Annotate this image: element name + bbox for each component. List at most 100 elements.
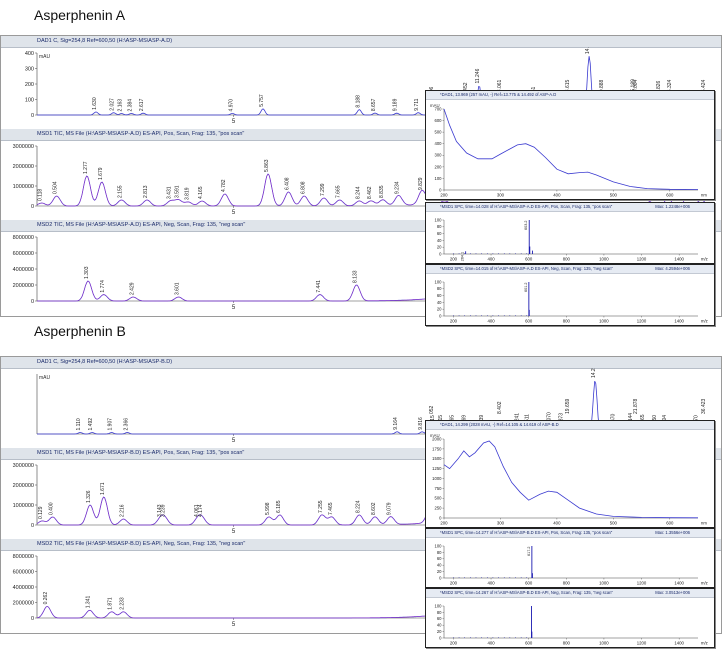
- y-tick-label: 80: [437, 224, 442, 229]
- y-unit-label: mAU: [39, 54, 51, 60]
- uv-spectrum-line: [443, 108, 699, 190]
- y-tick-label: 0: [31, 523, 34, 529]
- y-tick-label: 8000000: [13, 235, 34, 241]
- y-tick-label: 6000000: [13, 569, 34, 575]
- peak-label: 3.591: [174, 185, 180, 198]
- x-tick-label: 200: [450, 581, 458, 586]
- peak-label: 1.326: [86, 490, 92, 503]
- trace-b2-header: MSD2 TIC, MS File (H:\ASP-MS\ASP-B.D) ES…: [37, 541, 246, 547]
- x-tick-label: 400: [553, 193, 561, 198]
- y-tick-label: 250: [435, 506, 443, 511]
- x-tick-label: 1000: [599, 581, 609, 586]
- peak-label: 052: [429, 405, 435, 414]
- peak-label: 7.465: [328, 502, 334, 515]
- peak-label: 1.277: [83, 161, 89, 174]
- x-tick-label: 600: [666, 193, 674, 198]
- x-tick-label: 5: [232, 210, 236, 216]
- peak-label: 8.244: [355, 186, 361, 199]
- y-tick-label: 500: [435, 130, 443, 135]
- y-tick-label: 2000: [432, 436, 442, 441]
- x-tick-label: 500: [610, 193, 618, 198]
- peak-label: 23.004: [633, 79, 639, 95]
- peak-label: 13.070: [547, 412, 553, 428]
- ms-spectrum-a-neg-window: *MSD2 SPC, time=14.015 of H:\ASP-MS\ASP-…: [425, 264, 715, 326]
- peak-label: 0.504: [53, 181, 59, 194]
- y-tick-label: 0: [439, 313, 442, 318]
- peak-label: 2.027: [110, 98, 116, 111]
- y-tick-label: 0: [31, 299, 34, 305]
- x-tick-label: 200: [440, 521, 448, 526]
- peak-label: 3.431: [167, 186, 173, 199]
- y-tick-label: 0: [439, 635, 442, 640]
- peak-label: 14.099: [585, 47, 591, 54]
- trace-b0-header: DAD1 C, Sig=254,8 Ref=600,50 (H:\ASP-MS\…: [37, 359, 173, 365]
- x-tick-label: 200: [450, 641, 458, 646]
- y-tick-label: 500: [435, 496, 443, 501]
- y-tick-label: 400: [25, 51, 34, 57]
- y-unit-label: mAU: [430, 103, 440, 108]
- peak-label: 35.424: [701, 79, 707, 95]
- y-tick-label: 750: [435, 486, 443, 491]
- y-tick-label: 0: [439, 515, 442, 520]
- peak-label: 7.255: [318, 500, 324, 513]
- y-tick-label: 40: [437, 300, 442, 305]
- x-tick-label: 200: [450, 319, 458, 324]
- x-tick-label: 200: [450, 257, 458, 262]
- x-tick-label: 1400: [674, 581, 684, 586]
- ms-spectrum-b-pos-header: *MSD1 SPC, time=14.277 of H:\ASP-MS\ASP-…: [440, 530, 613, 535]
- x-tick-label: 5: [232, 119, 236, 125]
- y-tick-label: 80: [437, 286, 442, 291]
- peak-label: 20.888: [599, 79, 605, 95]
- peak-label: 2.384: [127, 99, 133, 112]
- peak-label: 1.671: [100, 482, 106, 495]
- y-tick-label: 40: [437, 238, 442, 243]
- y-tick-label: 6000000: [13, 251, 34, 257]
- peak-label: 8.602: [371, 502, 377, 515]
- y-tick-label: 40: [437, 563, 442, 568]
- peak-label: 5.757: [259, 94, 265, 107]
- peak-label: 2.155: [118, 185, 124, 198]
- x-tick-label: 1000: [599, 319, 609, 324]
- y-tick-label: 60: [437, 616, 442, 621]
- y-tick-label: 100: [25, 97, 34, 103]
- ms-spectrum-b-pos-window: *MSD1 SPC, time=14.277 of H:\ASP-MS\ASP-…: [425, 528, 715, 588]
- y-tick-label: 4000000: [13, 585, 34, 591]
- x-tick-label: 300: [497, 193, 505, 198]
- peak-label: 9.189: [393, 98, 399, 111]
- y-tick-label: 60: [437, 231, 442, 236]
- peak-label: 9.234: [395, 181, 401, 194]
- x-tick-label: 800: [563, 581, 571, 586]
- peak-label: 2.163: [118, 99, 124, 112]
- uv-spectrum-b-plot: mAU 0 250 500 750 1000 1250 1500 1750 2000 200 300 4…: [430, 433, 707, 526]
- x-unit-label: m/z: [701, 581, 708, 586]
- ms-spectrum-a-neg-header: *MSD2 SPC, time=14.015 of H:\ASP-MS\ASP-…: [440, 266, 613, 271]
- peak-label: 4.970: [228, 99, 234, 112]
- y-tick-label: 4000000: [13, 267, 34, 273]
- ms-spectrum-a-pos-window: *MSD1 SPC, time=14.028 of H:\ASP-MS\ASP-…: [425, 202, 715, 264]
- mass-peak-label: 617.2: [527, 546, 531, 556]
- uv-spectrum-a-window: *DAD1, 13.969 (257 mAU, -) Ref=13.775 & …: [425, 90, 715, 200]
- peak-label: 6.408: [285, 177, 291, 190]
- x-tick-label: 400: [487, 581, 495, 586]
- peak-label: 5.863: [264, 159, 270, 172]
- x-tick-label: 800: [563, 641, 571, 646]
- y-tick-label: 40: [437, 623, 442, 628]
- trace-a0-header: DAD1 C, Sig=254,8 Ref=600,50 (H:\ASP-MS\…: [37, 38, 173, 44]
- peak-label: 7.441: [316, 280, 322, 293]
- peak-label: 3.601: [174, 282, 180, 295]
- peak-label: 4.165: [198, 186, 204, 199]
- peak-label: 1.303: [84, 266, 90, 279]
- y-tick-label: 80: [437, 610, 442, 615]
- peak-label: 18.061: [497, 79, 503, 95]
- peak-label: 8.402: [497, 401, 503, 414]
- ms-spectrum-a-neg-plot: 020 40 60 80 100 200 400 600 800 1000 1200 1400 m/z 6…: [435, 279, 708, 324]
- peak-label: 1.679: [98, 167, 104, 180]
- x-tick-label: 600: [525, 641, 533, 646]
- x-tick-label: 1200: [637, 581, 647, 586]
- peak-label: 4.174: [198, 504, 204, 517]
- peak-label: 9.079: [387, 502, 393, 515]
- y-tick-label: 100: [435, 603, 443, 608]
- x-tick-label: 200: [440, 193, 448, 198]
- y-tick-label: 100: [435, 543, 443, 548]
